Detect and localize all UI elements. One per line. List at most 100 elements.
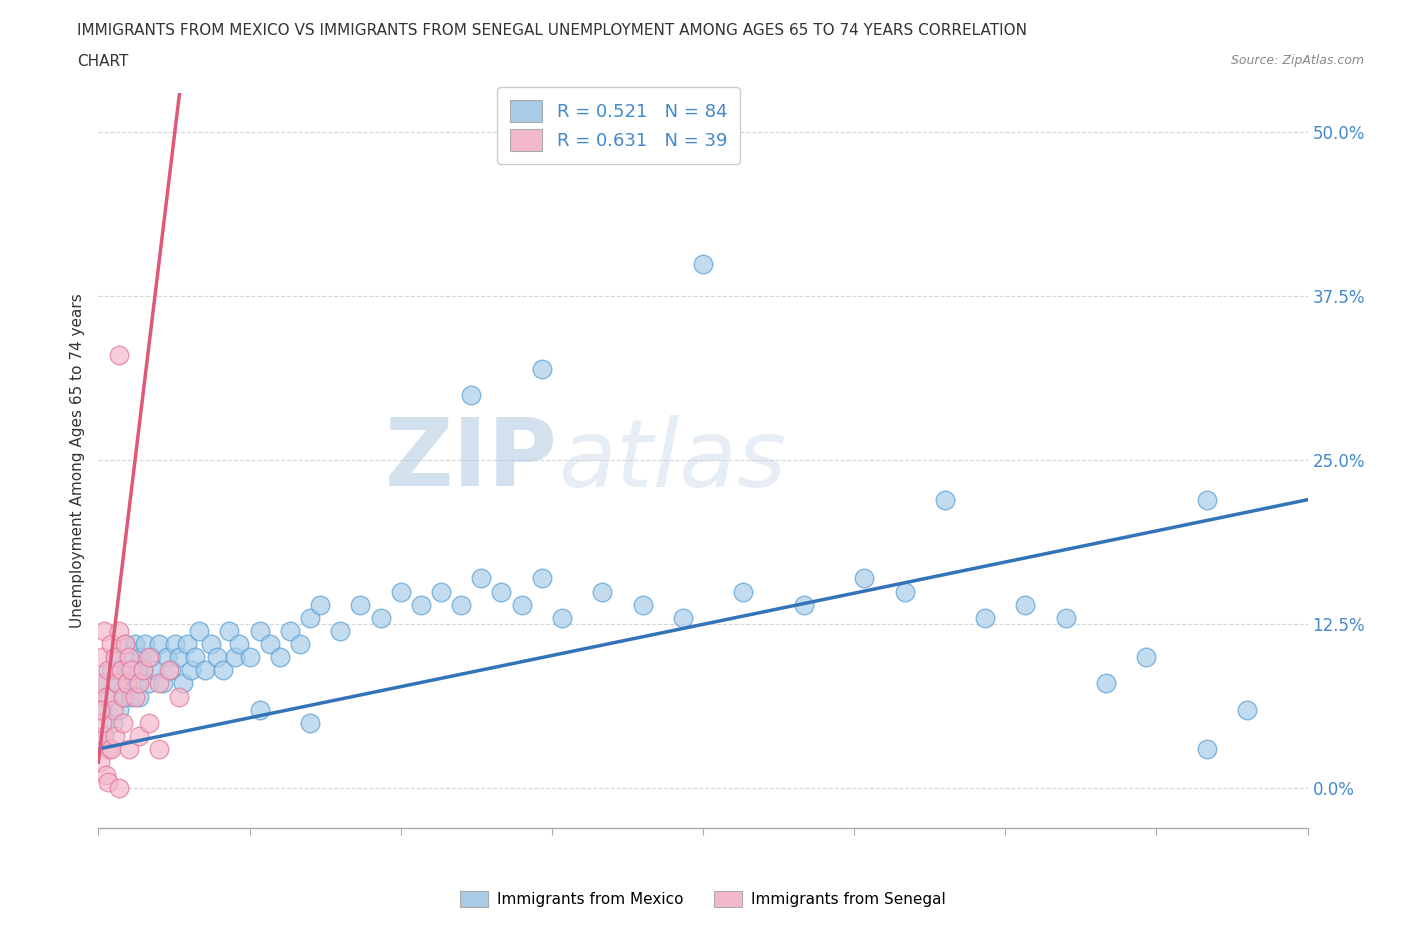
Point: [111, 689, 134, 704]
Legend: R = 0.521   N = 84, R = 0.631   N = 39: R = 0.521 N = 84, R = 0.631 N = 39: [496, 87, 740, 164]
Point: [692, 256, 714, 271]
Point: [93, 623, 115, 638]
Point: [793, 597, 815, 612]
Text: Source: ZipAtlas.com: Source: ZipAtlas.com: [1230, 54, 1364, 67]
Point: [1195, 741, 1218, 756]
Point: [96, 676, 118, 691]
Point: [105, 676, 128, 691]
Point: [96, 689, 118, 704]
Point: [100, 663, 122, 678]
Point: [329, 623, 352, 638]
Point: [156, 650, 179, 665]
Point: [160, 663, 183, 678]
Point: [91, 702, 114, 717]
Point: [530, 571, 553, 586]
Point: [97, 689, 120, 704]
Point: [1135, 650, 1157, 665]
Point: [148, 637, 170, 652]
Point: [120, 689, 142, 704]
Point: [1014, 597, 1036, 612]
Point: [111, 689, 134, 704]
Point: [299, 715, 322, 730]
Point: [239, 650, 262, 665]
Point: [288, 637, 311, 652]
Point: [138, 676, 160, 691]
Point: [125, 676, 148, 691]
Point: [228, 637, 250, 652]
Point: [124, 689, 146, 704]
Point: [118, 741, 141, 756]
Point: [309, 597, 332, 612]
Point: [733, 584, 755, 599]
Point: [134, 637, 156, 652]
Point: [200, 637, 222, 652]
Point: [224, 650, 246, 665]
Text: IMMIGRANTS FROM MEXICO VS IMMIGRANTS FROM SENEGAL UNEMPLOYMENT AMONG AGES 65 TO : IMMIGRANTS FROM MEXICO VS IMMIGRANTS FRO…: [77, 23, 1028, 38]
Point: [299, 610, 322, 625]
Point: [93, 728, 115, 743]
Point: [107, 623, 129, 638]
Point: [591, 584, 613, 599]
Point: [163, 637, 186, 652]
Point: [107, 348, 129, 363]
Point: [1236, 702, 1258, 717]
Point: [97, 775, 120, 790]
Point: [672, 610, 695, 625]
Point: [409, 597, 432, 612]
Point: [157, 663, 180, 678]
Point: [93, 728, 115, 743]
Point: [121, 663, 143, 678]
Point: [934, 492, 956, 507]
Point: [91, 650, 114, 665]
Point: [118, 650, 141, 665]
Point: [148, 741, 170, 756]
Point: [1195, 492, 1218, 507]
Point: [180, 663, 202, 678]
Point: [101, 715, 124, 730]
Point: [212, 663, 235, 678]
Point: [249, 702, 271, 717]
Point: [110, 663, 132, 678]
Point: [111, 715, 134, 730]
Point: [530, 361, 553, 376]
Point: [218, 623, 240, 638]
Point: [974, 610, 997, 625]
Point: [470, 571, 492, 586]
Y-axis label: Unemployment Among Ages 65 to 74 years: Unemployment Among Ages 65 to 74 years: [69, 293, 84, 628]
Text: CHART: CHART: [77, 54, 129, 69]
Point: [110, 663, 132, 678]
Point: [128, 676, 150, 691]
Point: [152, 676, 174, 691]
Point: [370, 610, 392, 625]
Point: [167, 689, 190, 704]
Point: [430, 584, 453, 599]
Point: [120, 663, 142, 678]
Text: ZIP: ZIP: [385, 415, 558, 506]
Point: [631, 597, 654, 612]
Point: [176, 637, 198, 652]
Point: [100, 637, 122, 652]
Point: [132, 663, 155, 678]
Text: atlas: atlas: [558, 415, 786, 506]
Point: [139, 650, 162, 665]
Point: [510, 597, 533, 612]
Point: [114, 637, 136, 652]
Point: [103, 650, 125, 665]
Point: [91, 715, 114, 730]
Point: [194, 663, 217, 678]
Point: [97, 663, 120, 678]
Point: [114, 637, 136, 652]
Point: [460, 387, 482, 402]
Point: [269, 650, 291, 665]
Point: [97, 741, 120, 756]
Point: [101, 702, 124, 717]
Point: [278, 623, 301, 638]
Point: [132, 663, 155, 678]
Point: [129, 650, 152, 665]
Point: [1095, 676, 1118, 691]
Point: [349, 597, 371, 612]
Point: [89, 676, 111, 691]
Point: [103, 728, 125, 743]
Point: [96, 768, 118, 783]
Point: [551, 610, 574, 625]
